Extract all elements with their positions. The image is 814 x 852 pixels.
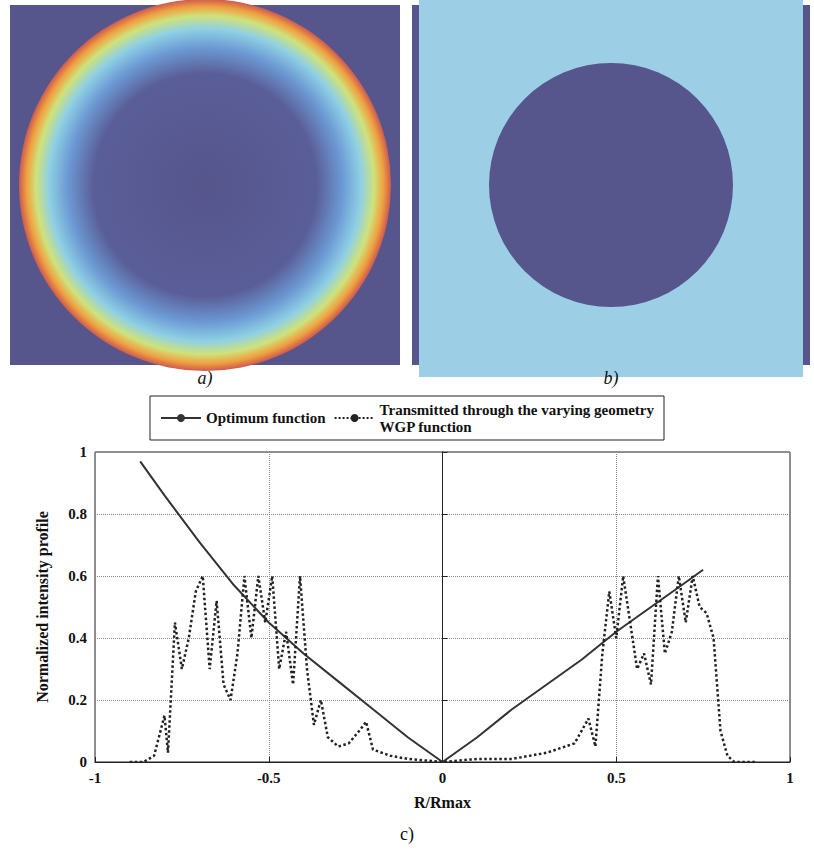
svg-text:0.4: 0.4 (68, 630, 87, 646)
svg-text:Normalized intensity profile: Normalized intensity profile (34, 511, 52, 703)
svg-text:WGP function: WGP function (380, 419, 473, 435)
svg-text:Transmitted through the varyin: Transmitted through the varying geometry (380, 402, 655, 418)
svg-text:0.5: 0.5 (607, 770, 626, 786)
svg-text:1: 1 (786, 770, 794, 786)
svg-text:R/Rmax: R/Rmax (414, 794, 471, 811)
svg-text:0.6: 0.6 (68, 568, 87, 584)
svg-text:a): a) (198, 368, 213, 389)
svg-text:c): c) (400, 824, 414, 845)
svg-text:-0.5: -0.5 (257, 770, 281, 786)
svg-text:0: 0 (439, 770, 447, 786)
svg-text:0.8: 0.8 (68, 506, 87, 522)
svg-text:0: 0 (80, 754, 88, 770)
svg-text:b): b) (604, 368, 619, 389)
svg-text:Optimum function: Optimum function (206, 410, 326, 426)
svg-text:1: 1 (80, 444, 88, 460)
svg-text:-1: -1 (89, 770, 102, 786)
svg-text:0.2: 0.2 (68, 692, 87, 708)
